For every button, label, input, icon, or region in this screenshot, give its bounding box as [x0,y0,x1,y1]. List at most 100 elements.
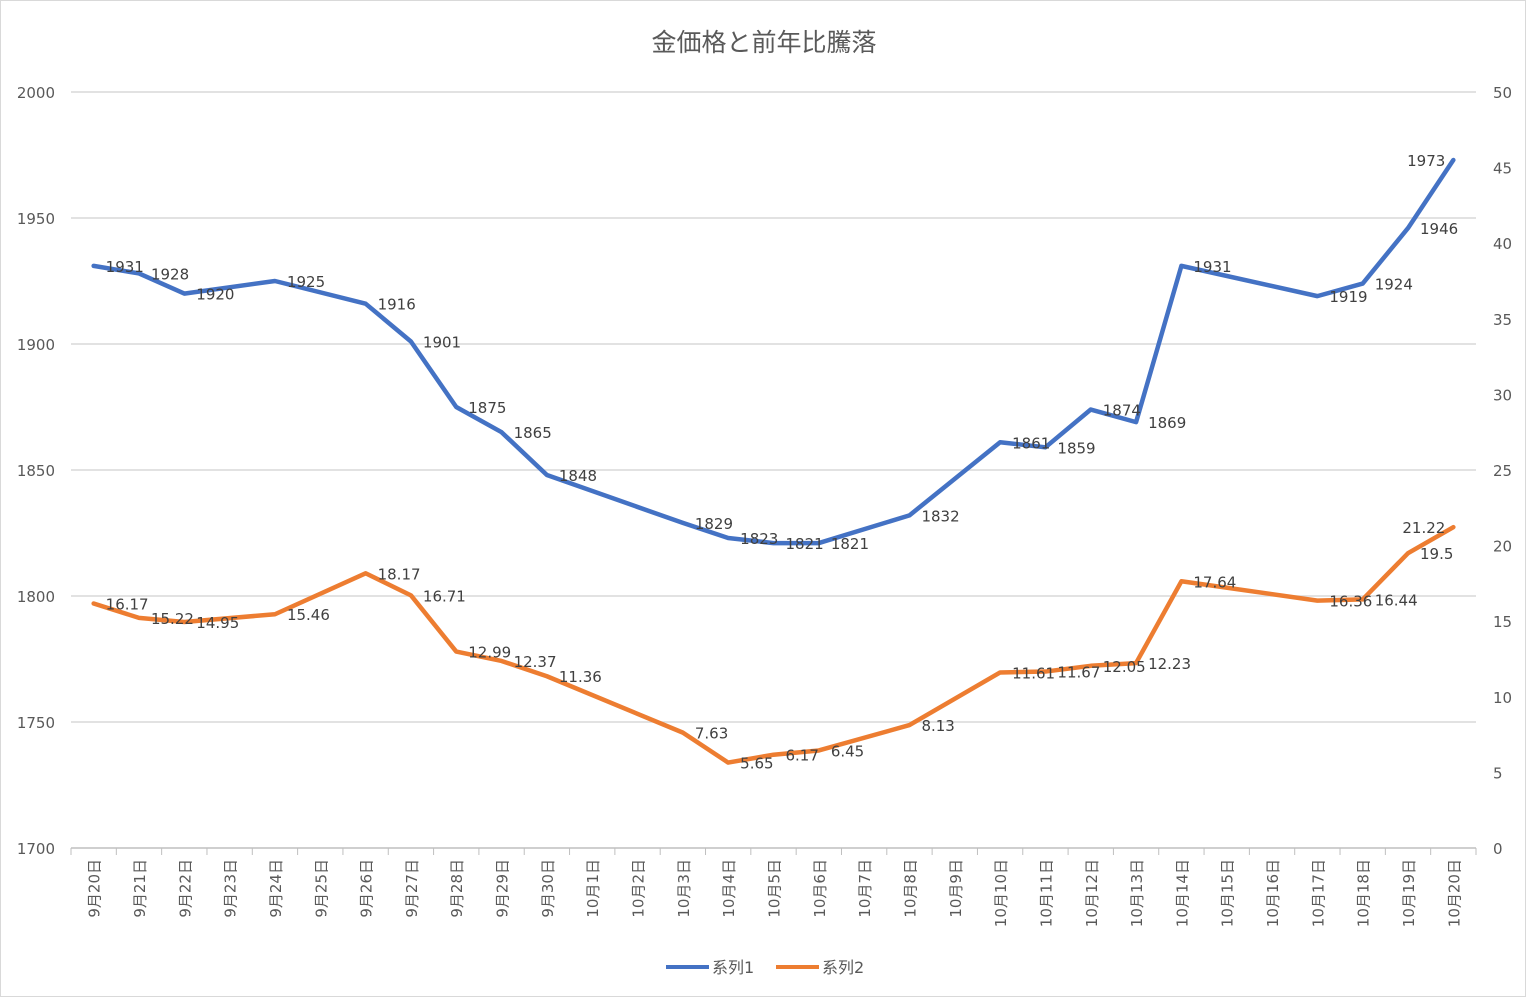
left-axis-tick-label: 1900 [17,336,55,354]
data-label: 1924 [1375,276,1413,294]
x-axis-tick-label: 10月7日 [856,859,874,918]
data-label: 21.22 [1402,519,1445,537]
data-label: 1861 [1012,434,1050,452]
right-axis-tick-label: 25 [1493,462,1512,480]
data-label: 1925 [287,273,325,291]
data-label: 11.61 [1012,664,1055,682]
x-axis-tick-label: 10月13日 [1128,859,1146,927]
data-label: 1901 [423,333,461,351]
data-label: 1874 [1103,402,1141,420]
data-label: 6.17 [786,747,819,765]
right-axis-tick-label: 5 [1493,764,1503,782]
chart-title: 金価格と前年比騰落 [651,28,876,57]
data-label: 1832 [921,507,959,525]
legend: 系列1 系列2 [666,958,864,977]
right-axis-tick-label: 10 [1493,689,1512,707]
series-line-2 [91,524,1456,765]
data-label: 1920 [196,286,234,304]
data-label: 1973 [1407,152,1445,170]
right-axis-tick-label: 50 [1493,84,1512,102]
x-axis-tick-label: 10月12日 [1083,859,1101,927]
x-axis-tick-label: 10月17日 [1309,859,1327,927]
legend-label-series2: 系列2 [822,958,864,977]
x-axis-tick-label: 9月25日 [312,859,330,918]
data-label: 1875 [468,399,506,417]
data-label: 1865 [514,424,552,442]
x-axis-tick-label: 9月27日 [403,859,421,918]
x-axis-tick-label: 9月20日 [86,859,104,918]
x-axis-tick-label: 10月18日 [1355,859,1373,927]
data-label: 1919 [1329,288,1367,306]
left-axis-tick-label: 1850 [17,462,55,480]
data-label: 18.17 [378,565,421,583]
right-axis: 0 5 10 15 20 25 30 35 40 45 50 [1493,84,1512,858]
x-axis-tick-label: 9月22日 [176,859,194,918]
left-axis-tick-label: 1700 [17,840,55,858]
x-axis-tick-label: 10月9日 [947,859,965,918]
x-axis-tick-label: 9月28日 [448,859,466,918]
data-label: 7.63 [695,725,728,743]
left-axis-tick-label: 2000 [17,84,55,102]
data-label: 1823 [740,530,778,548]
right-axis-tick-label: 30 [1493,386,1512,404]
data-label: 16.36 [1329,593,1372,611]
x-axis-tick-label: 10月8日 [901,859,919,918]
data-label: 11.36 [559,668,602,686]
x-axis-tick-label: 10月4日 [720,859,738,918]
data-label: 1946 [1420,220,1458,238]
data-labels: 1931 1928 1920 1925 1916 1901 1875 1865 1848 1829… [106,152,1459,773]
data-label: 14.95 [196,614,239,632]
data-label: 16.17 [106,596,149,614]
gridlines [71,91,1476,723]
data-label: 12.99 [468,644,511,662]
data-label: 5.65 [740,755,773,773]
x-axis-tick-label: 10月10日 [992,859,1010,927]
x-axis-tick-label: 9月21日 [131,859,149,918]
x-axis-tick-label: 9月26日 [358,859,376,918]
data-label: 1829 [695,515,733,533]
data-label: 1859 [1057,439,1095,457]
left-axis-tick-label: 1950 [17,210,55,228]
data-label: 1848 [559,467,597,485]
data-label: 12.23 [1148,655,1191,673]
data-label: 1821 [831,535,869,553]
x-axis: 9月20日 9月21日 9月22日 9月23日 9月24日 9月25日 9月26日 9月27日… [70,847,1477,927]
x-axis-tick-label: 10月1日 [584,859,602,918]
data-label: 17.64 [1193,573,1236,591]
right-axis-tick-label: 0 [1493,840,1503,858]
series-line-1 [91,157,1456,546]
data-label: 19.5 [1420,545,1453,563]
series-lines [91,157,1456,765]
data-label: 1931 [1193,258,1231,276]
right-axis-tick-label: 20 [1493,538,1512,556]
data-label: 15.22 [151,610,194,628]
x-axis-tick-label: 10月5日 [766,859,784,918]
x-axis-tick-label: 10月3日 [675,859,693,918]
data-label: 1916 [378,296,416,314]
data-label: 16.71 [423,587,466,605]
data-label: 1931 [106,258,144,276]
data-label: 6.45 [831,742,864,760]
left-axis-tick-label: 1750 [17,714,55,732]
x-axis-tick-label: 10月14日 [1173,859,1191,927]
x-axis-tick-label: 10月19日 [1400,859,1418,927]
x-axis-tick-label: 10月6日 [811,859,829,918]
right-axis-tick-label: 40 [1493,235,1512,253]
data-label: 15.46 [287,606,330,624]
data-label: 1869 [1148,414,1186,432]
right-axis-tick-label: 35 [1493,311,1512,329]
right-axis-tick-label: 45 [1493,160,1512,178]
right-axis-tick-label: 15 [1493,613,1512,631]
data-label: 1928 [151,265,189,283]
legend-label-series1: 系列1 [712,958,754,977]
data-label: 12.37 [514,653,557,671]
data-label: 12.05 [1103,658,1146,676]
data-label: 8.13 [921,717,954,735]
x-axis-tick-label: 10月11日 [1037,859,1055,927]
x-axis-tick-label: 9月29日 [494,859,512,918]
x-axis-tick-label: 10月15日 [1219,859,1237,927]
left-axis-tick-label: 1800 [17,588,55,606]
x-axis-tick-label: 10月16日 [1264,859,1282,927]
